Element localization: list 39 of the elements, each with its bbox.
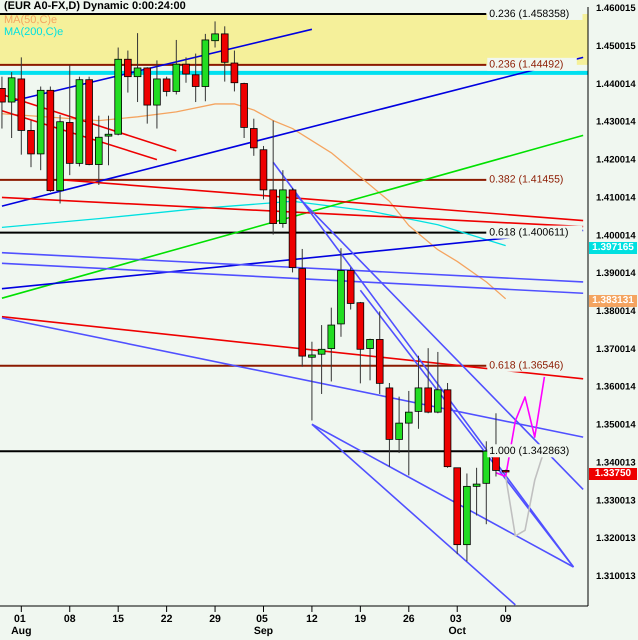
x-tick-label: 26 xyxy=(402,613,415,625)
x-tick-label: 29 xyxy=(209,613,222,625)
y-tick-label: 1.330013 xyxy=(596,495,636,506)
y-tick-label: 1.310013 xyxy=(596,571,636,582)
y-tick-label: 1.410014 xyxy=(596,192,636,204)
y-tick-label: 1.320013 xyxy=(596,533,636,544)
y-tick-label: 1.340013 xyxy=(596,457,636,468)
x-tick-label: 22 xyxy=(160,613,173,625)
text: MA(200,C)e xyxy=(4,26,64,38)
y-tick-label: 1.360014 xyxy=(596,382,636,393)
y-tick-label: 1.430014 xyxy=(596,116,636,128)
x-tick-label: 01 Aug xyxy=(11,613,32,637)
x-tick-label: 08 xyxy=(64,613,76,625)
text: 1.383131 xyxy=(589,294,637,307)
ref-line-label: 0.236 (1.44492) xyxy=(489,58,564,71)
text: MA(50,C)e xyxy=(4,14,58,26)
ref-line-label: 0.236 (1.458358) xyxy=(489,8,570,20)
x-tick-label: 19 xyxy=(354,613,366,625)
x-tick-label: 03 Oct xyxy=(448,613,466,637)
text: 1.397165 xyxy=(589,242,637,254)
y-tick-label: 1.460015 xyxy=(596,3,636,14)
y-tick-label: 1.350014 xyxy=(596,420,636,431)
y-tick-label: 1.450015 xyxy=(596,40,636,52)
y-tick-label: 1.440014 xyxy=(596,78,636,90)
y-tick-label: 1.420014 xyxy=(596,154,636,166)
ref-line-label: 0.618 (1.400611) xyxy=(489,226,568,238)
x-tick-label: 09 xyxy=(500,613,512,625)
x-tick-label: 15 xyxy=(112,613,124,625)
y-tick-label: 1.370014 xyxy=(596,344,636,355)
ref-line-label: 0.618 (1.36546) xyxy=(489,360,564,372)
ref-line-label: 1.000 (1.342863) xyxy=(489,445,570,458)
x-tick-label: 05 Sep xyxy=(254,613,274,637)
y-tick-label: 1.400014 xyxy=(596,230,636,242)
text: 1.33750 xyxy=(589,468,637,480)
y-tick-label: 1.390014 xyxy=(596,268,636,280)
chart-title: (EUR A0-FX,D) Dynamic 0:00:24:00 xyxy=(2,0,188,12)
y-tick-label: 1.380014 xyxy=(596,306,636,317)
x-tick-label: 12 xyxy=(306,613,318,625)
ref-line-label: 0.382 (1.41455) xyxy=(489,174,564,186)
